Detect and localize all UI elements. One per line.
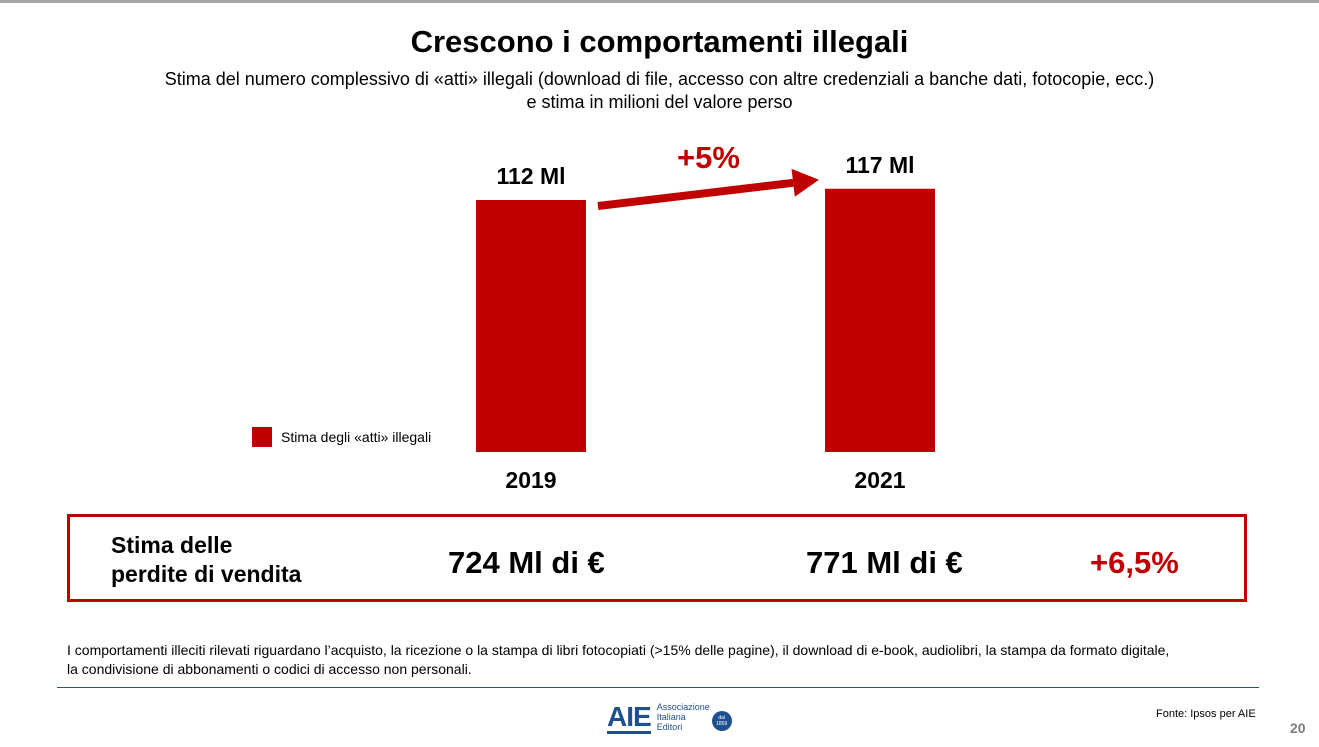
growth-arrow-icon xyxy=(791,168,819,197)
legend-swatch xyxy=(252,427,272,447)
sales-loss-label-line-2: perdite di vendita xyxy=(111,561,302,587)
source-note: Fonte: Ipsos per AIE xyxy=(1156,708,1256,720)
logo-mark: AIE xyxy=(607,701,652,734)
logo-badge-line-1: dal xyxy=(718,715,726,721)
subtitle-line-2: e stima in milioni del valore perso xyxy=(526,92,793,112)
growth-label: +5% xyxy=(677,140,740,175)
logo-text: Associazione Italiana Editori xyxy=(657,702,710,732)
sales-loss-label-line-1: Stima delle xyxy=(111,532,233,558)
bottom-rule xyxy=(57,687,1259,688)
logo-badge-icon: dal 1869 xyxy=(711,711,732,731)
growth-arrow-shaft xyxy=(597,178,794,210)
x-tick-2019: 2019 xyxy=(505,467,556,493)
logo-badge-line-2: 1869 xyxy=(716,721,728,727)
x-tick-2021: 2021 xyxy=(854,467,905,493)
footnote-line-2: la condivisione di abbonamenti o codici … xyxy=(67,661,472,677)
bar-2021 xyxy=(825,188,935,452)
sales-loss-box: Stima delle perdite di vendita 724 Ml di… xyxy=(67,514,1247,602)
logo-text-line-3: Editori xyxy=(656,722,683,732)
subtitle-line-1: Stima del numero complessivo di «atti» i… xyxy=(164,69,1155,89)
chart-legend: Stima degli «atti» illegali xyxy=(252,427,431,447)
logo-text-line-1: Associazione xyxy=(656,702,710,712)
bar-2019 xyxy=(476,200,586,452)
aie-logo: AIE Associazione Italiana Editori dal 18… xyxy=(607,701,732,734)
sales-loss-label: Stima delle perdite di vendita xyxy=(111,531,301,589)
page-title: Crescono i comportamenti illegali xyxy=(410,24,909,59)
footnote-line-1: I comportamenti illeciti rilevati riguar… xyxy=(67,642,1170,658)
data-label-2019: 112 Ml xyxy=(496,163,565,189)
page-subtitle: Stima del numero complessivo di «atti» i… xyxy=(0,68,1319,114)
logo-text-line-2: Italiana xyxy=(656,712,686,722)
footnote: I comportamenti illeciti rilevati riguar… xyxy=(67,641,1247,679)
data-label-2021: 117 Ml xyxy=(845,152,914,178)
sales-loss-2019: 724 Ml di € xyxy=(448,545,605,580)
sales-loss-growth: +6,5% xyxy=(1090,545,1179,580)
legend-label: Stima degli «atti» illegali xyxy=(281,429,432,445)
page-number: 20 xyxy=(1290,720,1306,736)
top-rule xyxy=(0,0,1319,3)
sales-loss-2021: 771 Ml di € xyxy=(806,545,963,580)
bar-chart: 112 Ml 2019 117 Ml 2021 +5% xyxy=(476,140,935,493)
